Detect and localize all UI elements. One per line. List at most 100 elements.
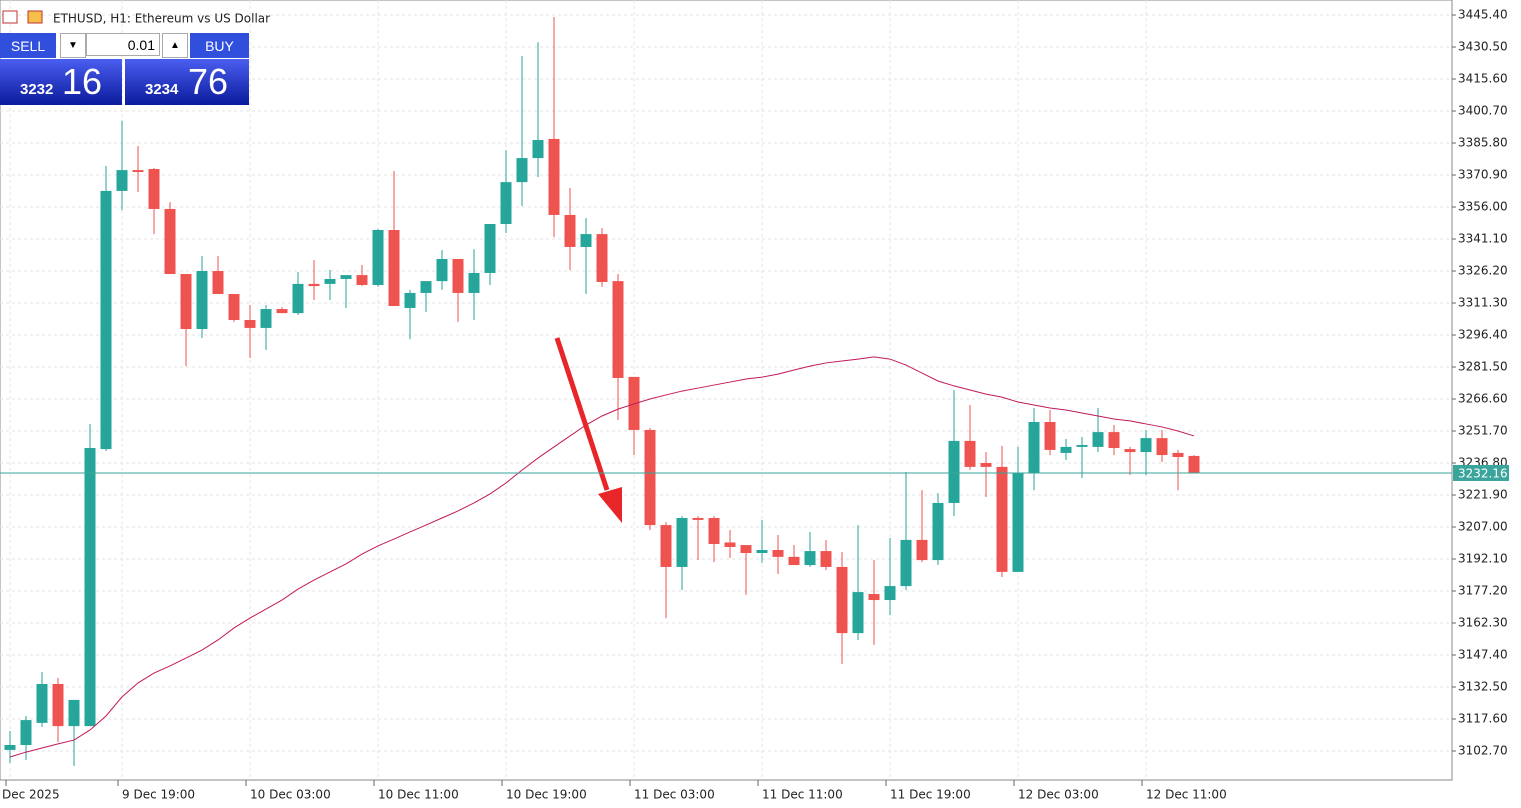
x-tick-label: 12 Dec 03:00: [1018, 788, 1099, 802]
y-tick-label: 3281.50: [1458, 360, 1508, 374]
candle-body: [52, 684, 64, 727]
candle-body: [868, 594, 880, 601]
volume-down[interactable]: ▼: [60, 33, 86, 58]
buy-button[interactable]: BUY: [190, 33, 249, 58]
candle-body: [4, 744, 16, 750]
x-tick-label: 9 Dec 19:00: [122, 788, 195, 802]
candle-body: [356, 275, 368, 285]
candle-body: [596, 234, 608, 282]
candle-body: [660, 525, 672, 567]
candle-body: [340, 275, 352, 279]
candle-body: [724, 542, 736, 547]
candle-body: [820, 551, 832, 567]
candle-body: [436, 258, 448, 282]
candle-body: [1188, 455, 1200, 473]
current-price-box: [1453, 464, 1509, 481]
candle-body: [916, 539, 928, 561]
candle-body: [468, 272, 480, 293]
candle-body: [836, 566, 848, 634]
volume-input[interactable]: 0.01: [86, 33, 160, 56]
candle-body: [68, 699, 80, 727]
candle-body: [196, 271, 208, 330]
candle-body: [420, 281, 432, 293]
candle-body: [564, 214, 576, 247]
candle-body: [852, 592, 864, 634]
candle-body: [692, 517, 704, 520]
sell-button[interactable]: SELL: [0, 33, 56, 58]
candle-body: [212, 271, 224, 295]
y-tick-label: 3341.10: [1458, 232, 1508, 246]
bid-big: 16: [62, 61, 103, 102]
candle-body: [932, 502, 944, 561]
candle-body: [644, 429, 656, 526]
candle-body: [772, 549, 784, 557]
y-tick-label: 3370.90: [1458, 168, 1508, 182]
y-tick-label: 3445.40: [1458, 8, 1508, 22]
candle-body: [132, 170, 144, 173]
candle-body: [1028, 421, 1040, 474]
candle-body: [20, 720, 32, 745]
candle-body: [612, 281, 624, 378]
x-tick-label: Dec 2025: [2, 788, 60, 802]
y-tick-label: 3266.60: [1458, 392, 1508, 406]
candle-body: [1092, 432, 1104, 447]
candle-body: [1012, 473, 1024, 572]
candle-body: [276, 309, 288, 314]
candle-body: [148, 169, 160, 209]
candle-body: [116, 170, 128, 191]
x-tick-label: 11 Dec 11:00: [762, 788, 843, 802]
candle-body: [1172, 452, 1184, 458]
candle-body: [788, 556, 800, 566]
y-tick-label: 3147.40: [1458, 648, 1508, 662]
candle-body: [1140, 438, 1152, 453]
candle-body: [980, 463, 992, 467]
candle-body: [404, 292, 416, 308]
y-tick-label: 3207.00: [1458, 520, 1508, 534]
candle-body: [308, 283, 320, 287]
marks: [4, 16, 1200, 767]
y-tick-label: 3296.40: [1458, 328, 1508, 342]
candle-body: [996, 466, 1008, 572]
ask-box[interactable]: 3234 76: [125, 59, 249, 105]
y-tick-label: 3385.80: [1458, 136, 1508, 150]
candle-body: [292, 283, 304, 314]
x-tick-label: 11 Dec 03:00: [634, 788, 715, 802]
plot-frame: [0, 0, 1453, 781]
candle-body: [228, 294, 240, 320]
candle-body: [516, 158, 528, 183]
candle-body: [180, 274, 192, 330]
candle-body: [324, 278, 336, 284]
volume-up[interactable]: ▲: [162, 33, 188, 58]
candle-body: [580, 234, 592, 247]
arrow-shaft: [554, 337, 610, 491]
ask-main: 3234: [145, 81, 179, 98]
x-tick-label: 10 Dec 11:00: [378, 788, 459, 802]
candle-body: [164, 208, 176, 275]
icon: [2, 10, 18, 24]
candle-body: [740, 545, 752, 554]
candle-body: [532, 140, 544, 159]
candle-body: [804, 551, 816, 566]
candle-body: [500, 182, 512, 224]
y-tick-label: 3177.20: [1458, 584, 1508, 598]
candle-body: [884, 586, 896, 601]
y-tick-label: 3162.30: [1458, 616, 1508, 630]
candle-body: [1156, 438, 1168, 456]
candle-body: [84, 447, 96, 727]
candle-body: [1076, 444, 1088, 447]
candle-body: [548, 138, 560, 215]
candle-body: [708, 517, 720, 544]
x-tick-label: 11 Dec 19:00: [890, 788, 971, 802]
candle-body: [100, 190, 112, 450]
candle-body: [260, 309, 272, 328]
y-tick-label: 3356.00: [1458, 200, 1508, 214]
y-tick-label: 3430.50: [1458, 40, 1508, 54]
x-tick-label: 10 Dec 19:00: [506, 788, 587, 802]
y-tick-label: 3192.10: [1458, 552, 1508, 566]
candle-body: [948, 440, 960, 503]
candle-body: [628, 376, 640, 430]
candle-body: [372, 230, 384, 285]
bid-box[interactable]: 3232 16: [0, 59, 122, 105]
candle-body: [244, 319, 256, 328]
